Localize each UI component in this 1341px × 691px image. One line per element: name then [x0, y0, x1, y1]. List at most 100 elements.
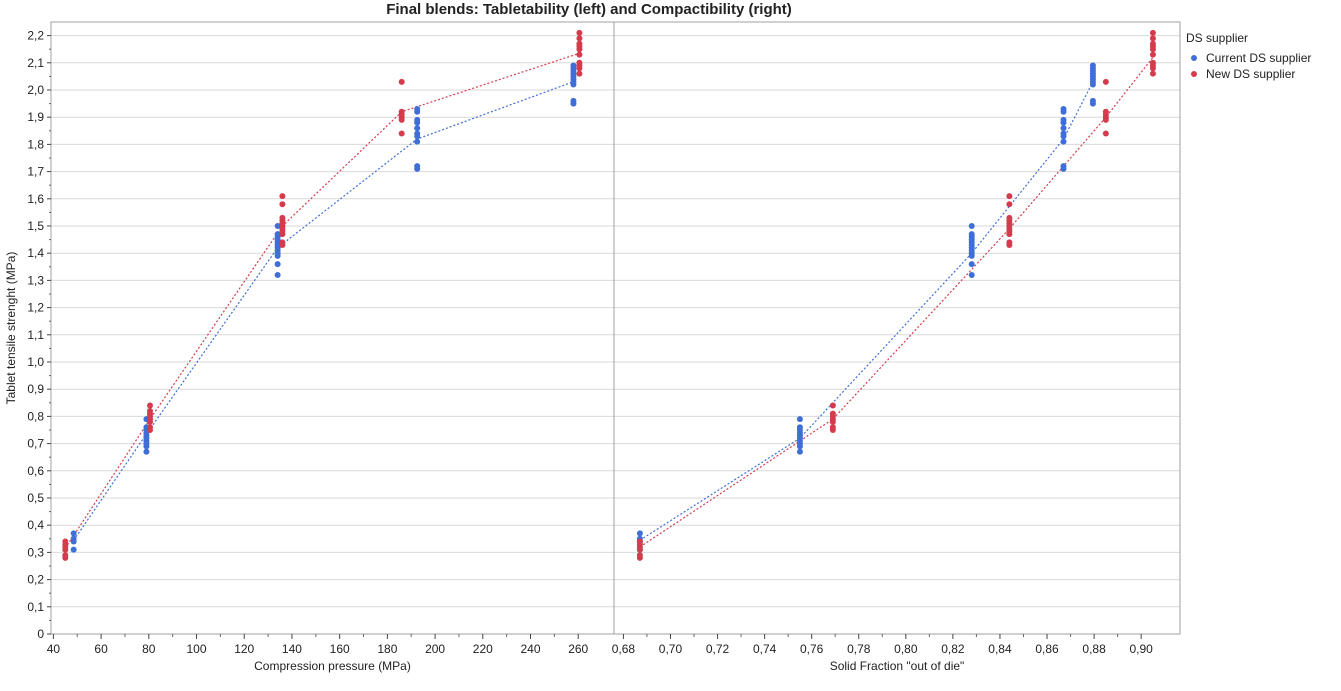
x-tick-label: 0,84: [988, 642, 1012, 656]
x-tick-label: 0,88: [1082, 642, 1106, 656]
x-tick-label: 120: [234, 642, 254, 656]
x-tick-label: 0,74: [753, 642, 777, 656]
data-point-new: [576, 40, 583, 47]
data-point-new: [279, 193, 286, 200]
data-point-current: [968, 261, 975, 268]
panel-compactibility: 0,68 0,70 0,72 0,74 0,76 0,78 0,80 0,82 0,84 0,86…: [612, 21, 1181, 673]
data-point-current: [70, 535, 77, 542]
data-point-new: [398, 108, 405, 115]
data-point-new: [576, 59, 583, 66]
data-point-new: [1149, 51, 1156, 58]
x-tick-label: 0,86: [1035, 642, 1059, 656]
data-point-current: [796, 416, 803, 423]
data-point-new: [62, 552, 69, 559]
data-point-current: [1089, 62, 1096, 69]
x-axis-label-tabletability: Compression pressure (MPa): [254, 659, 411, 673]
legend-marker-current: [1191, 55, 1197, 61]
data-point-new: [576, 29, 583, 36]
data-point-new: [147, 407, 154, 414]
y-tick-label: 1,1: [27, 328, 44, 342]
x-axis-label-compactibility: Solid Fraction "out of die": [830, 659, 965, 673]
y-axis-label: Tablet tensile strenght (MPa): [4, 252, 18, 405]
legend-title: DS supplier: [1186, 31, 1248, 45]
data-point-current: [414, 116, 421, 123]
y-tick-label: 1,8: [27, 137, 44, 151]
data-point-current: [968, 223, 975, 229]
legend-label-new: New DS supplier: [1206, 67, 1295, 81]
data-point-current: [968, 271, 975, 278]
data-point-new: [62, 538, 69, 545]
data-point-new: [576, 35, 583, 42]
y-tick-label: 1,7: [27, 165, 44, 179]
data-point-new: [1149, 29, 1156, 36]
x-tick-label: 0,90: [1129, 642, 1153, 656]
data-point-current: [414, 125, 421, 132]
data-point-new: [1149, 40, 1156, 47]
data-point-new: [279, 239, 286, 246]
data-point-new: [398, 78, 405, 85]
x-tick-label: 0,70: [659, 642, 683, 656]
x-tick-label: 100: [187, 642, 207, 656]
y-tick-label: 0,4: [27, 518, 44, 532]
x-tick-label: 0,78: [847, 642, 871, 656]
x-tick-label: 220: [473, 642, 493, 656]
chart-title: Final blends: Tabletability (left) and C…: [386, 1, 792, 18]
x-tick-label: 160: [330, 642, 350, 656]
plot-panels: 0 0,1 0,2 0,3 0,4 0,5 0,6 0,7 0,8 0,9 1,0 1,1 1,2 1,3…: [27, 21, 1181, 673]
data-point-new: [636, 538, 643, 545]
data-point-current: [1060, 106, 1067, 113]
data-point-current: [1060, 130, 1067, 137]
y-tick-label: 1,0: [27, 355, 44, 369]
y-tick-label: 0,9: [27, 382, 44, 396]
data-point-current: [70, 530, 77, 537]
x-tick-label: 200: [425, 642, 445, 656]
y-tick-label: 1,9: [27, 110, 44, 124]
data-point-current: [274, 261, 281, 268]
data-point-new: [576, 51, 583, 58]
y-tick-label: 1,5: [27, 219, 44, 233]
data-point-current: [1060, 116, 1067, 123]
y-tick-label: 2,0: [27, 83, 44, 97]
legend: DS supplier Current DS supplier New DS s…: [1186, 31, 1311, 81]
data-point-new: [829, 402, 836, 409]
legend-marker-new: [1191, 71, 1197, 77]
data-point-current: [414, 138, 421, 145]
x-tick-label: 260: [568, 642, 588, 656]
y-tick-label: 1,4: [27, 246, 44, 260]
data-point-current: [570, 97, 577, 104]
data-point-current: [636, 530, 643, 537]
data-point-current: [143, 448, 150, 455]
y-tick-label: 1,6: [27, 192, 44, 206]
y-tick-label: 0,1: [27, 600, 44, 614]
data-point-new: [279, 214, 286, 221]
data-point-new: [398, 130, 405, 137]
y-tick-label: 0,3: [27, 545, 44, 559]
x-tick-label: 180: [377, 642, 397, 656]
panel-tabletability: 0 0,1 0,2 0,3 0,4 0,5 0,6 0,7 0,8 0,9 1,0 1,1 1,2 1,3…: [27, 21, 615, 673]
data-point-new: [1006, 239, 1013, 246]
data-point-new: [1006, 214, 1013, 221]
data-point-current: [414, 130, 421, 137]
y-tick-label: 0,2: [27, 573, 44, 587]
y-tick-label: 0,7: [27, 437, 44, 451]
data-point-current: [274, 231, 281, 238]
data-point-current: [1089, 97, 1096, 104]
data-point-new: [1149, 59, 1156, 66]
data-point-new: [1006, 193, 1013, 200]
data-point-new: [1102, 78, 1109, 85]
data-point-current: [274, 223, 281, 229]
data-point-new: [829, 410, 836, 417]
y-tick-label: 0: [37, 627, 44, 641]
data-point-current: [1060, 138, 1067, 145]
data-point-current: [968, 231, 975, 238]
data-point-current: [570, 62, 577, 69]
y-tick-label: 2,2: [27, 29, 44, 43]
data-point-current: [274, 271, 281, 278]
data-point-new: [1149, 35, 1156, 42]
data-point-new: [147, 402, 154, 409]
y-tick-label: 0,5: [27, 491, 44, 505]
legend-label-current: Current DS supplier: [1206, 51, 1311, 65]
data-point-new: [1102, 130, 1109, 137]
